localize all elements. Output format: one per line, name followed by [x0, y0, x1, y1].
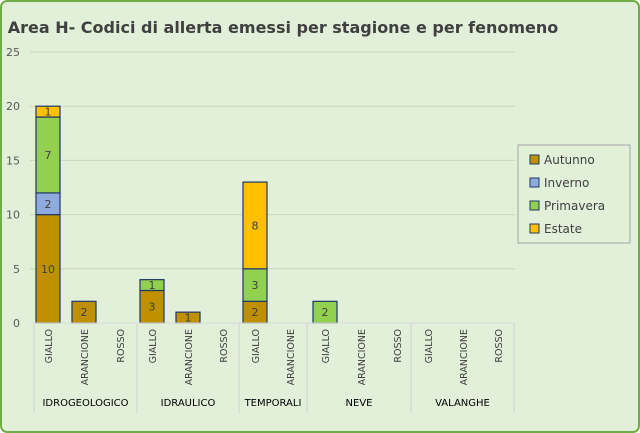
data-label: 7: [45, 149, 52, 162]
x-axis: GIALLO ARANCIONE ROSSO GIALLO ARANCIONE ROSSO…: [30, 322, 515, 413]
group-label: VALANGHE: [435, 398, 490, 409]
group-label: TEMPORALI: [244, 398, 302, 409]
legend-swatch: [529, 200, 540, 211]
x-tick-label: ARANCIONE: [80, 329, 91, 385]
x-tick-label: GIALLO: [251, 329, 262, 363]
legend-entry: Autunno: [544, 153, 595, 167]
data-label: 10: [41, 263, 55, 276]
data-label: 3: [149, 301, 156, 314]
x-tick-label: ROSSO: [219, 329, 230, 363]
chart-title: Area H- Codici di allerta emessi per sta…: [8, 18, 559, 37]
group-label: NEVE: [346, 398, 373, 409]
data-label: 1: [45, 106, 52, 119]
x-tick-label: GIALLO: [424, 329, 435, 363]
data-label: 3: [252, 279, 259, 292]
x-tick-label: ROSSO: [393, 329, 404, 363]
x-tick-label: ROSSO: [116, 329, 127, 363]
bar-segment: [242, 181, 268, 270]
x-tick-label: ROSSO: [494, 329, 505, 363]
y-tick-label: 20: [6, 100, 20, 113]
data-label: 2: [252, 306, 259, 319]
x-tick-label: GIALLO: [321, 329, 332, 363]
data-label: 1: [149, 279, 156, 292]
x-tick-label: ARANCIONE: [286, 329, 297, 385]
data-label: 1: [185, 312, 192, 325]
legend-entry: Inverno: [544, 176, 589, 190]
legend-swatch: [529, 177, 540, 188]
y-tick-label: 25: [6, 46, 20, 59]
x-tick-label: GIALLO: [44, 329, 55, 363]
legend-swatch: [529, 154, 540, 165]
bar-segment: [139, 279, 165, 292]
x-tick-label: GIALLO: [148, 329, 159, 363]
x-tick-label: ARANCIONE: [459, 329, 470, 385]
data-label: 2: [81, 306, 88, 319]
y-tick-label: 10: [6, 209, 20, 222]
data-label: 8: [252, 219, 259, 232]
data-label: 2: [45, 198, 52, 211]
bar-segment: [242, 268, 268, 302]
y-tick-label: 15: [6, 154, 20, 167]
bar-segment: [35, 105, 61, 118]
y-tick-label: 5: [13, 263, 20, 276]
y-axis: 0 5 10 15 20 25: [6, 46, 20, 330]
legend-entry: Estate: [544, 222, 582, 236]
group-label: IDROGEOLOGICO: [42, 398, 128, 409]
group-label: IDRAULICO: [161, 398, 216, 409]
legend: Autunno Inverno Primavera Estate: [517, 144, 631, 244]
bars: [35, 105, 338, 324]
x-tick-label: ARANCIONE: [184, 329, 195, 385]
y-tick-label: 0: [13, 317, 20, 330]
legend-swatch: [529, 223, 540, 234]
data-label: 2: [322, 306, 329, 319]
legend-entry: Primavera: [544, 199, 605, 213]
x-tick-label: ARANCIONE: [357, 329, 368, 385]
bar-segment: [35, 116, 61, 194]
